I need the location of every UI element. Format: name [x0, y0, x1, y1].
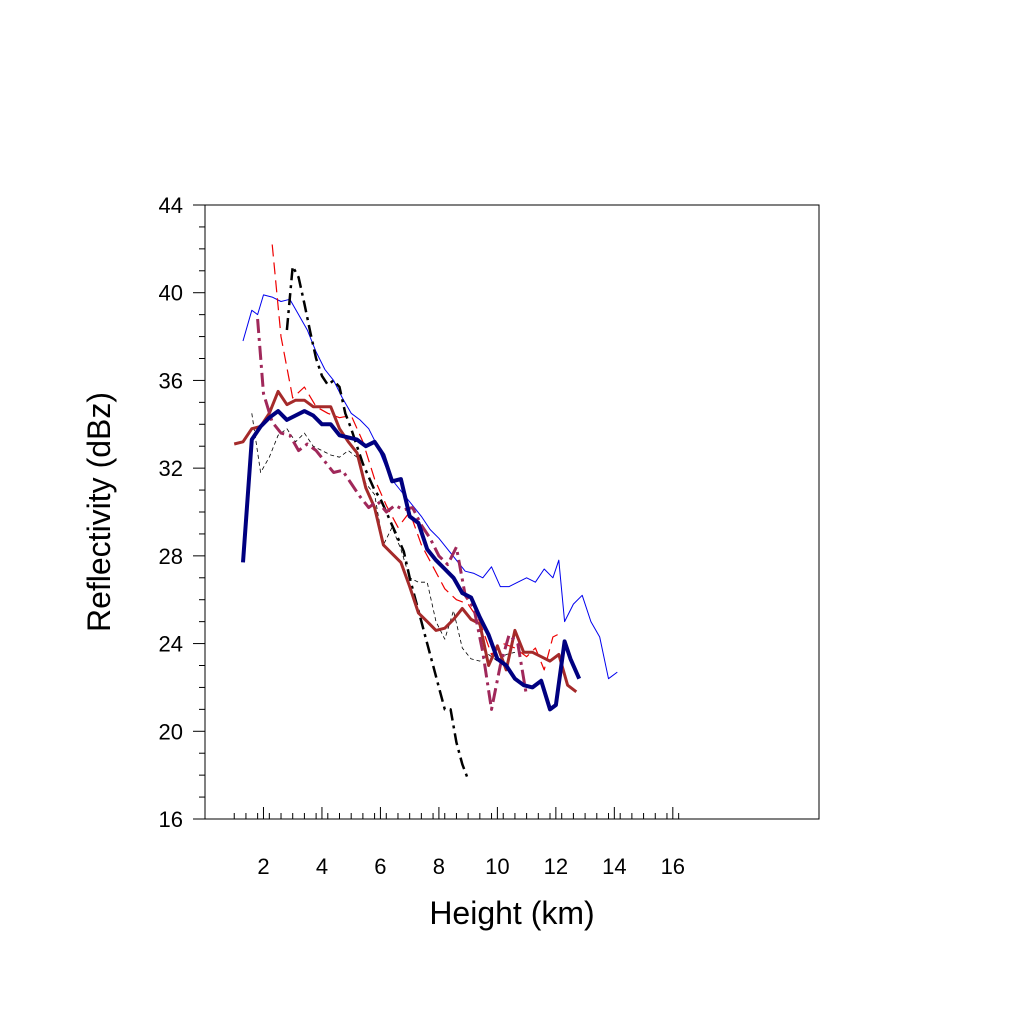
- x-tick-label: 6: [374, 854, 386, 879]
- series-navy: [241, 409, 582, 712]
- plot-frame: [204, 204, 820, 820]
- y-tick-label: 44: [159, 193, 183, 218]
- y-axis-title: Reflectivity (dBz): [81, 392, 117, 632]
- x-tick-label: 12: [544, 854, 568, 879]
- y-tick-label: 20: [159, 719, 183, 744]
- x-axis-title: Height (km): [429, 895, 594, 931]
- series-black-dashdot: [285, 265, 470, 780]
- x-minor-ticks: [233, 813, 680, 819]
- series-thin-blue: [242, 294, 618, 680]
- series-red-dash: [271, 244, 562, 671]
- y-tick-label: 32: [159, 456, 183, 481]
- x-tick-label: 2: [257, 854, 269, 879]
- series-purple-dashdot: [256, 318, 529, 711]
- series-thin-black-dash: [251, 413, 515, 662]
- x-tick-label: 16: [661, 854, 685, 879]
- x-tick-label: 8: [433, 854, 445, 879]
- x-tick-label: 4: [316, 854, 328, 879]
- x-tick-label: 10: [485, 854, 509, 879]
- y-axis-ticks: 16 20 24 28 32 36 40 44: [159, 193, 205, 832]
- x-tick-label: 14: [602, 854, 626, 879]
- series-layer: [233, 244, 618, 780]
- y-tick-label: 36: [159, 368, 183, 393]
- y-tick-label: 16: [159, 807, 183, 832]
- y-tick-label: 28: [159, 544, 183, 569]
- x-axis-ticks: 2 4 6 8 10 12 14 16: [257, 807, 685, 879]
- y-tick-label: 24: [159, 632, 183, 657]
- y-minor-ticks: [199, 226, 205, 798]
- y-tick-label: 40: [159, 281, 183, 306]
- series-brown: [233, 389, 578, 693]
